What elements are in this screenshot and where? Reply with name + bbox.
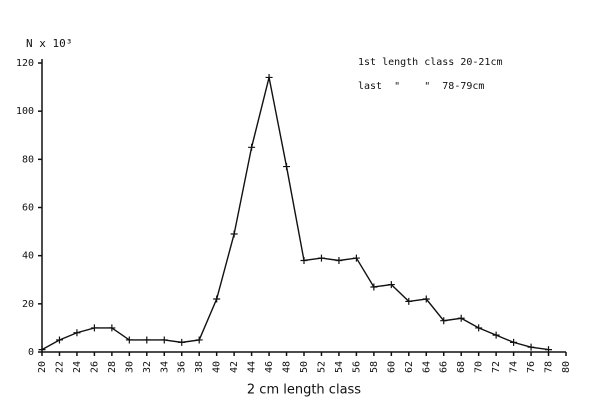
point-marker <box>143 336 151 344</box>
point-marker <box>195 336 203 344</box>
point-marker <box>248 143 256 151</box>
y-axis-label: N x 10³ <box>26 37 72 50</box>
x-tick-label: 74 <box>509 361 520 373</box>
point-marker <box>265 73 273 81</box>
x-tick-label: 46 <box>264 361 275 373</box>
y-tick-label: 100 <box>16 106 34 117</box>
x-tick-label: 78 <box>544 361 555 373</box>
x-tick-label: 58 <box>369 361 380 373</box>
point-marker <box>370 283 378 291</box>
x-axis-label: 2 cm length class <box>247 383 361 398</box>
x-tick-label: 68 <box>456 361 467 373</box>
x-tick-label: 22 <box>54 361 65 373</box>
y-tick-label: 60 <box>22 203 34 214</box>
x-tick-label: 44 <box>247 361 258 373</box>
x-tick-label: 60 <box>386 361 397 373</box>
point-marker <box>440 317 448 325</box>
x-tick-label: 36 <box>177 361 188 373</box>
x-tick-label: 28 <box>107 361 118 373</box>
point-marker <box>422 295 430 303</box>
x-tick-label: 34 <box>159 361 170 373</box>
x-tick-label: 50 <box>299 361 310 373</box>
y-tick-label: 0 <box>28 347 34 358</box>
x-tick-label: 42 <box>229 361 240 373</box>
x-tick-label: 54 <box>334 361 345 373</box>
point-marker <box>387 281 395 289</box>
point-marker <box>55 336 63 344</box>
point-marker <box>90 324 98 332</box>
point-marker <box>300 256 308 264</box>
x-tick-label: 30 <box>124 361 135 373</box>
point-marker <box>108 324 116 332</box>
point-marker <box>492 331 500 339</box>
y-tick-label: 80 <box>22 154 34 165</box>
point-marker <box>317 254 325 262</box>
x-tick-label: 66 <box>439 361 450 373</box>
y-tick-label: 120 <box>16 58 34 69</box>
point-marker <box>160 336 168 344</box>
x-tick-label: 76 <box>526 361 537 373</box>
annotation: last " " 78-79cm <box>358 81 484 92</box>
x-tick-label: 80 <box>561 361 572 373</box>
point-marker <box>405 297 413 305</box>
y-tick-label: 40 <box>22 251 34 262</box>
x-tick-label: 56 <box>351 361 362 373</box>
annotation: 1st length class 20-21cm <box>358 57 503 68</box>
point-marker <box>178 338 186 346</box>
x-tick-label: 32 <box>142 361 153 373</box>
x-tick-label: 40 <box>212 361 223 373</box>
point-marker <box>527 343 535 351</box>
point-marker <box>230 230 238 238</box>
x-tick-label: 62 <box>404 361 415 373</box>
x-tick-label: 72 <box>491 361 502 373</box>
point-marker <box>335 256 343 264</box>
x-tick-label: 70 <box>474 361 485 373</box>
x-tick-label: 48 <box>282 361 293 373</box>
point-marker <box>352 254 360 262</box>
x-tick-label: 64 <box>421 361 432 373</box>
point-marker <box>283 163 291 171</box>
point-marker <box>38 346 46 354</box>
x-tick-label: 24 <box>72 361 83 373</box>
point-marker <box>457 314 465 322</box>
point-marker <box>125 336 133 344</box>
series-line <box>41 77 549 351</box>
x-tick-label: 20 <box>37 361 48 373</box>
x-tick-label: 26 <box>89 361 100 373</box>
y-tick-label: 20 <box>22 299 34 310</box>
x-tick-label: 52 <box>316 361 327 373</box>
point-marker <box>73 329 81 337</box>
x-tick-label: 38 <box>194 361 205 373</box>
point-marker <box>213 295 221 303</box>
point-marker <box>510 338 518 346</box>
point-marker <box>475 324 483 332</box>
point-marker <box>545 346 553 354</box>
